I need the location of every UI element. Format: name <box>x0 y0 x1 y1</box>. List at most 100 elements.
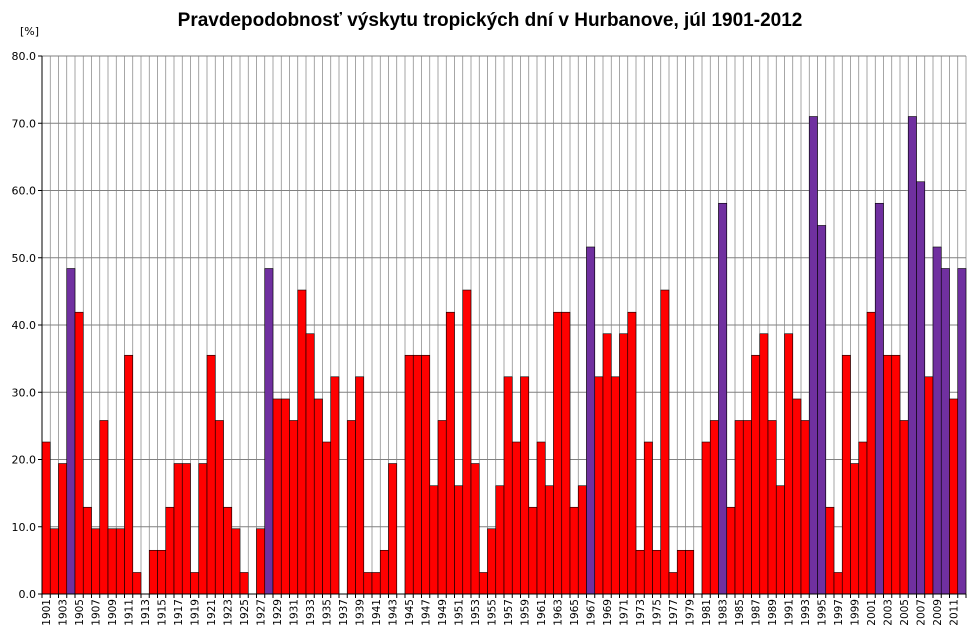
bar <box>891 354 901 595</box>
x-tick-label: 1975 <box>651 599 663 626</box>
bar <box>817 225 827 595</box>
bar <box>520 376 530 595</box>
bar <box>107 528 117 595</box>
bar <box>850 463 860 595</box>
bar <box>652 549 662 595</box>
bar <box>214 420 224 595</box>
bar <box>429 485 439 595</box>
bar <box>437 420 447 595</box>
x-tick-label: 1937 <box>338 599 350 626</box>
bar <box>957 268 967 595</box>
bar <box>610 376 620 595</box>
bar <box>223 506 233 595</box>
bar <box>379 549 389 595</box>
bar <box>190 572 200 595</box>
bar <box>767 420 777 595</box>
bar <box>586 246 596 595</box>
bar <box>734 420 744 595</box>
bar <box>841 354 851 595</box>
bar <box>759 333 769 595</box>
bar <box>165 506 175 595</box>
x-tick-label: 1919 <box>189 599 201 626</box>
y-tick-label: 40.0 <box>12 319 37 332</box>
x-tick-label: 1989 <box>767 599 779 626</box>
bar <box>676 549 686 595</box>
x-tick-label: 1931 <box>288 599 300 626</box>
bar <box>544 485 554 595</box>
bar <box>718 202 728 595</box>
bar <box>445 311 455 595</box>
bar <box>82 506 92 595</box>
x-tick-label: 1913 <box>140 599 152 626</box>
bar <box>297 289 307 595</box>
bar <box>74 311 84 595</box>
bar <box>924 376 934 595</box>
x-tick-label: 1951 <box>453 599 465 626</box>
x-tick-label: 1927 <box>255 599 267 626</box>
x-tick-label: 1987 <box>750 599 762 626</box>
bar <box>569 506 579 595</box>
bar <box>660 289 670 595</box>
bar <box>883 354 893 595</box>
bar <box>784 333 794 595</box>
bar <box>206 354 216 595</box>
bar <box>231 528 241 595</box>
bar <box>619 333 629 595</box>
x-tick-label: 1965 <box>569 599 581 626</box>
bar <box>49 528 59 595</box>
bar <box>949 398 959 595</box>
bar <box>742 420 752 595</box>
x-tick-label: 1963 <box>552 599 564 626</box>
bar <box>858 441 868 595</box>
bar <box>462 289 472 595</box>
bar <box>181 463 191 595</box>
bar <box>91 528 101 595</box>
bar <box>148 549 158 595</box>
bar <box>404 354 414 595</box>
x-tick-label: 1933 <box>305 599 317 626</box>
x-tick-label: 2009 <box>932 599 944 626</box>
bar <box>478 572 488 595</box>
x-tick-label: 1991 <box>783 599 795 626</box>
bar <box>792 398 802 595</box>
x-tick-label: 1995 <box>816 599 828 626</box>
x-tick-label: 1949 <box>437 599 449 626</box>
x-tick-label: 1943 <box>387 599 399 626</box>
x-tick-label: 1983 <box>717 599 729 626</box>
bar <box>454 485 464 595</box>
bar <box>553 311 563 595</box>
bar <box>239 572 249 595</box>
x-tick-label: 2011 <box>948 599 960 626</box>
bar <box>305 333 315 595</box>
y-tick-label: 10.0 <box>12 521 37 534</box>
bar <box>916 181 926 595</box>
bar <box>511 441 521 595</box>
bar <box>355 376 365 595</box>
x-tick-label: 1997 <box>833 599 845 626</box>
bar <box>41 441 51 595</box>
x-tick-label: 1929 <box>272 599 284 626</box>
bar <box>346 420 356 595</box>
x-tick-label: 1925 <box>239 599 251 626</box>
bar <box>701 441 711 595</box>
x-tick-label: 1961 <box>536 599 548 626</box>
bar <box>115 528 125 595</box>
bar <box>363 572 373 595</box>
bar <box>157 549 167 595</box>
x-tick-label: 1901 <box>41 599 53 626</box>
x-tick-label: 1917 <box>173 599 185 626</box>
y-tick-label: 70.0 <box>12 117 37 130</box>
bar <box>66 268 76 595</box>
bar <box>899 420 909 595</box>
bar <box>627 311 637 595</box>
bar <box>685 549 695 595</box>
x-tick-label: 1973 <box>635 599 647 626</box>
x-tick-label: 2005 <box>899 599 911 626</box>
bar <box>907 116 917 595</box>
bar <box>256 528 266 595</box>
bar <box>866 311 876 595</box>
x-tick-label: 1979 <box>684 599 696 626</box>
bar <box>940 268 950 595</box>
bar <box>421 354 431 595</box>
